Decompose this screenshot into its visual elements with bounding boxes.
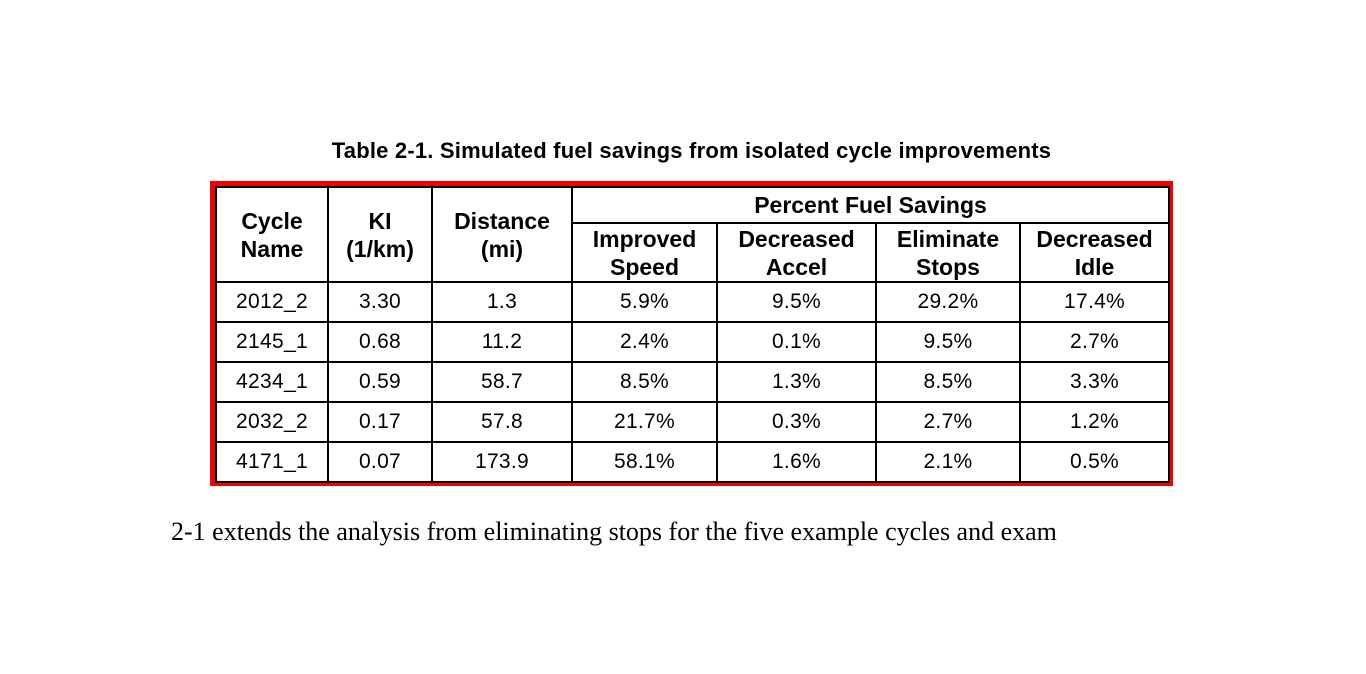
- cell-ki: 0.17: [327, 401, 433, 443]
- header-cycle-name: Cycle Name: [215, 186, 329, 283]
- cell-eliminate-stops: 8.5%: [875, 361, 1021, 403]
- cell-distance: 58.7: [431, 361, 573, 403]
- cell-distance: 57.8: [431, 401, 573, 443]
- cell-eliminate-stops: 2.7%: [875, 401, 1021, 443]
- cell-distance: 1.3: [431, 281, 573, 323]
- cell-distance: 11.2: [431, 321, 573, 363]
- table-row: 4171_1 0.07 173.9 58.1% 1.6% 2.1% 0.5%: [215, 441, 1171, 483]
- table-row: 2032_2 0.17 57.8 21.7% 0.3% 2.7% 1.2%: [215, 401, 1171, 443]
- cell-decreased-accel: 1.6%: [716, 441, 877, 483]
- cell-improved-speed: 21.7%: [571, 401, 718, 443]
- cell-decreased-accel: 0.3%: [716, 401, 877, 443]
- cell-cycle-name: 4234_1: [215, 361, 329, 403]
- cell-decreased-accel: 9.5%: [716, 281, 877, 323]
- fuel-savings-table: Cycle Name KI (1/km) Distance (mi) Perce…: [215, 186, 1171, 483]
- header-improved-speed: Improved Speed: [571, 222, 718, 283]
- header-decreased-accel: Decreased Accel: [716, 222, 877, 283]
- cell-improved-speed: 58.1%: [571, 441, 718, 483]
- table-row: 2012_2 3.30 1.3 5.9% 9.5% 29.2% 17.4%: [215, 281, 1171, 323]
- cell-decreased-accel: 0.1%: [716, 321, 877, 363]
- header-row-sub: Improved Speed Decreased Accel Eliminate…: [216, 222, 1171, 283]
- header-eliminate-stops: Eliminate Stops: [875, 222, 1021, 283]
- table-row: 2145_1 0.68 11.2 2.4% 0.1% 9.5% 2.7%: [215, 321, 1171, 363]
- cell-improved-speed: 5.9%: [571, 281, 718, 323]
- header-row-top: Cycle Name KI (1/km) Distance (mi) Perce…: [215, 186, 1171, 283]
- table-row: 4234_1 0.59 58.7 8.5% 1.3% 8.5% 3.3%: [215, 361, 1171, 403]
- cell-cycle-name: 2012_2: [215, 281, 329, 323]
- cell-ki: 3.30: [327, 281, 433, 323]
- cell-eliminate-stops: 29.2%: [875, 281, 1021, 323]
- cell-cycle-name: 4171_1: [215, 441, 329, 483]
- cell-distance: 173.9: [431, 441, 573, 483]
- header-percent-fuel-savings: Percent Fuel Savings: [570, 186, 1171, 224]
- cell-ki: 0.59: [327, 361, 433, 403]
- cell-decreased-idle: 0.5%: [1018, 441, 1171, 483]
- cell-ki: 0.07: [327, 441, 433, 483]
- cell-improved-speed: 8.5%: [571, 361, 718, 403]
- cell-eliminate-stops: 9.5%: [875, 321, 1021, 363]
- cell-improved-speed: 2.4%: [571, 321, 718, 363]
- header-decreased-idle: Decreased Idle: [1018, 222, 1171, 283]
- cell-cycle-name: 2145_1: [215, 321, 329, 363]
- cell-eliminate-stops: 2.1%: [875, 441, 1021, 483]
- table-caption: Table 2-1. Simulated fuel savings from i…: [331, 138, 1052, 163]
- cell-decreased-idle: 17.4%: [1018, 281, 1171, 323]
- header-ki: KI (1/km): [327, 186, 433, 283]
- cell-decreased-idle: 2.7%: [1018, 321, 1171, 363]
- body-paragraph-fragment: 2-1 extends the analysis from eliminatin…: [171, 517, 1057, 546]
- cell-decreased-idle: 3.3%: [1018, 361, 1171, 403]
- header-distance: Distance (mi): [431, 186, 573, 283]
- cell-ki: 0.68: [327, 321, 433, 363]
- cell-decreased-accel: 1.3%: [716, 361, 877, 403]
- cell-cycle-name: 2032_2: [215, 401, 329, 443]
- fuel-savings-table-outline: Cycle Name KI (1/km) Distance (mi) Perce…: [210, 181, 1173, 486]
- cell-decreased-idle: 1.2%: [1018, 401, 1171, 443]
